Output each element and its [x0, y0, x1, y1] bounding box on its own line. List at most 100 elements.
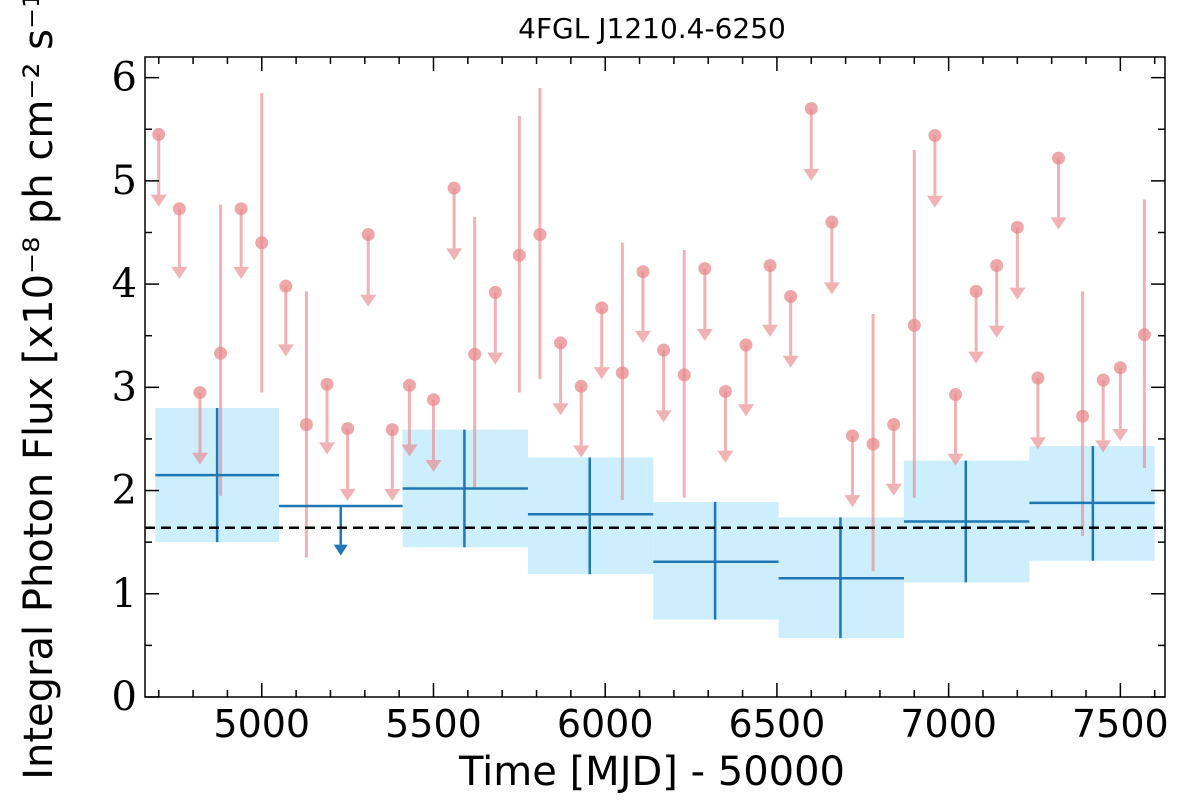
short-bin-point-39	[968, 284, 985, 364]
short-bin-marker-42	[1031, 371, 1045, 385]
short-bin-point-4	[233, 202, 250, 279]
short-bin-point-2	[191, 385, 208, 465]
short-bin-upper-limit-arrow-42	[1029, 378, 1046, 450]
short-bin-marker-8	[320, 377, 334, 391]
y-tick-label-3: 3	[112, 364, 137, 410]
short-bin-upper-limit-arrow-24-head	[655, 410, 672, 423]
short-bin-point-1	[171, 202, 188, 279]
y-tick-label-2: 2	[112, 468, 137, 514]
long-bin-point-7	[1029, 446, 1155, 561]
x-tick-label-5: 7500	[1072, 702, 1169, 746]
short-bin-point-40	[988, 259, 1005, 338]
x-tick-label-3: 6500	[729, 702, 826, 746]
short-bin-upper-limit-arrow-11	[384, 429, 401, 501]
short-bin-marker-44	[1076, 409, 1090, 423]
short-bin-upper-limit-arrow-37	[926, 135, 943, 208]
short-bin-marker-12	[402, 378, 416, 392]
short-bin-upper-limit-arrow-26	[696, 268, 713, 341]
short-bin-marker-40	[990, 259, 1004, 273]
short-bin-upper-limit-arrow-27	[717, 391, 734, 463]
short-bin-point-11	[384, 423, 401, 501]
short-bin-upper-limit-arrow-24	[655, 350, 672, 423]
short-bin-point-29	[762, 259, 779, 337]
short-bin-upper-limit-arrow-21	[593, 307, 610, 380]
short-bin-marker-29	[763, 259, 777, 273]
short-bin-marker-13	[426, 393, 440, 407]
short-bin-marker-11	[385, 423, 399, 437]
y-tick-label-0: 0	[112, 674, 137, 720]
short-bin-upper-limit-arrow-30-head	[782, 355, 799, 368]
long-bin-point-6	[903, 460, 1030, 583]
short-bin-point-3	[214, 204, 228, 496]
short-bin-upper-limit-arrow-35-head	[885, 483, 902, 496]
short-bin-upper-limit-arrow-33-head	[844, 495, 861, 508]
short-bin-point-44	[1076, 291, 1090, 536]
short-bin-marker-36	[907, 318, 921, 332]
short-bin-point-19	[552, 336, 569, 416]
short-bin-point-30	[782, 289, 799, 368]
short-bin-marker-21	[595, 301, 609, 315]
short-bin-point-16	[487, 285, 504, 365]
short-bin-point-12	[401, 378, 418, 457]
short-bin-upper-limit-arrow-1	[171, 208, 188, 279]
axes: 5000 5500 6000 6500 7000 7500 0 1 2 3 4 5 6	[112, 55, 1169, 746]
short-bin-upper-limit-arrow-33	[844, 435, 861, 508]
short-bin-upper-limit-arrow-27-head	[717, 450, 734, 463]
short-bin-marker-39	[969, 284, 983, 298]
long-bin-point-4	[653, 501, 779, 620]
short-bin-point-25	[677, 250, 691, 498]
short-bin-upper-limit-arrow-6-head	[277, 344, 294, 357]
short-bin-upper-limit-arrow-46	[1112, 367, 1129, 441]
short-bin-point-32	[823, 215, 840, 295]
short-bin-upper-limit-arrow-23	[634, 271, 651, 343]
short-bin-point-26	[696, 262, 713, 341]
short-bin-marker-47	[1137, 328, 1151, 342]
y-tick-label-4: 4	[112, 261, 137, 307]
short-bin-upper-limit-arrow-19-head	[552, 403, 569, 416]
short-bin-marker-17	[512, 248, 526, 262]
short-bin-marker-33	[845, 429, 859, 443]
x-tick-label-4: 7000	[900, 702, 997, 746]
short-bin-upper-limit-arrow-14-head	[446, 248, 463, 261]
short-bin-upper-limit-arrow-28	[738, 345, 755, 417]
short-bin-upper-limit-arrow-16-head	[487, 352, 504, 365]
short-bin-upper-limit-arrow-21-head	[593, 367, 610, 380]
short-bin-point-17	[512, 115, 526, 393]
short-bin-point-33	[844, 429, 861, 508]
y-tick-label-1: 1	[112, 571, 137, 617]
short-bin-upper-limit-arrow-10	[360, 234, 377, 307]
y-axis-label: Integral Photon Flux [x10⁻⁸ ph cm⁻² s⁻¹]	[16, 0, 62, 780]
short-bin-marker-24	[657, 343, 671, 357]
short-bin-marker-20	[574, 379, 588, 393]
short-bin-upper-limit-arrow-30	[782, 296, 799, 368]
short-bin-point-28	[738, 338, 755, 417]
short-bin-point-41	[1009, 220, 1026, 300]
y-tick-label-6: 6	[112, 55, 137, 101]
short-bin-point-7	[299, 291, 313, 558]
plot-frame	[144, 56, 1166, 698]
x-axis-label: Time [MJD] - 50000	[458, 749, 845, 795]
short-bin-upper-limit-arrow-19	[552, 342, 569, 416]
short-bin-point-5	[255, 93, 269, 393]
short-bin-point-47	[1137, 199, 1151, 468]
short-bin-marker-2	[193, 385, 207, 399]
x-tick-label-1: 5500	[385, 702, 482, 746]
short-bin-marker-10	[361, 228, 375, 242]
short-bin-marker-7	[299, 417, 313, 431]
short-bin-upper-limit-arrow-37-head	[926, 195, 943, 208]
short-bin-marker-19	[554, 336, 568, 350]
short-bin-marker-45	[1096, 373, 1110, 387]
short-bin-point-18	[533, 87, 547, 380]
short-bin-point-45	[1095, 373, 1112, 453]
long-bin-point-1	[278, 504, 403, 556]
short-bin-upper-limit-arrow-38-head	[947, 453, 964, 466]
x-tick-label-0: 5000	[213, 702, 310, 746]
short-bin-marker-18	[533, 228, 547, 242]
short-bin-marker-9	[341, 422, 355, 436]
short-bin-point-31	[803, 102, 820, 181]
short-bin-marker-27	[718, 384, 732, 398]
short-bin-point-24	[655, 343, 672, 423]
short-bin-point-27	[717, 384, 734, 463]
short-bin-upper-limit-arrow-45-head	[1095, 440, 1112, 453]
